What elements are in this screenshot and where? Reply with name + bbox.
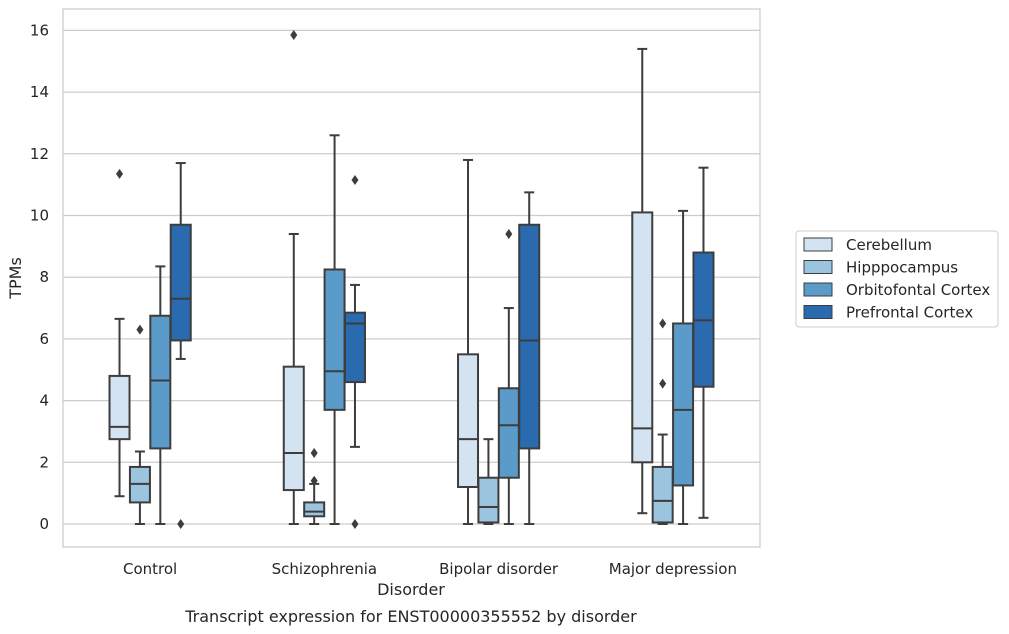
legend-label-2: Orbitofontal Cortex (846, 281, 990, 299)
y-tick-label-10: 10 (30, 207, 49, 225)
legend: Cerebellum Hipppocampus Orbitofontal Corte… (795, 230, 999, 328)
flier-1 (351, 175, 359, 186)
flier-0 (290, 30, 298, 41)
legend-label-3: Prefrontal Cortex (846, 304, 973, 322)
box-body (323, 268, 346, 411)
flier-0 (310, 475, 318, 486)
plot-frame (62, 8, 761, 548)
box-body (651, 465, 674, 524)
flier-0 (351, 519, 359, 529)
flier-0 (136, 324, 144, 335)
y-tick-label-0: 0 (39, 515, 49, 533)
box-1-1 (303, 448, 326, 525)
legend-swatch-3 (803, 305, 833, 319)
box-2-0 (457, 158, 480, 525)
box-group-3 (631, 47, 715, 525)
legend-swatch-1 (803, 260, 833, 274)
box-body (343, 311, 366, 384)
x-tick-label-0: Control (123, 560, 177, 578)
box-groups (108, 30, 715, 529)
y-axis-label: TPMs (6, 257, 25, 300)
y-tick-label-2: 2 (39, 453, 49, 471)
box-body (149, 314, 172, 450)
x-tick-label-3: Major depression (609, 560, 737, 578)
box-body (631, 211, 654, 464)
box-0-3 (169, 162, 192, 529)
flier-0 (659, 378, 667, 389)
box-3-3 (692, 166, 715, 519)
box-body (108, 374, 131, 441)
legend-frame (795, 230, 999, 328)
box-0-2 (149, 265, 172, 525)
box-0-1 (128, 324, 151, 525)
flier-0 (116, 168, 124, 179)
box-body (457, 353, 480, 488)
box-body (303, 501, 326, 518)
flier-1 (310, 448, 318, 459)
legend-swatch-2 (803, 282, 833, 297)
x-tick-label-1: Schizophrenia (272, 560, 377, 578)
box-body (477, 476, 500, 524)
y-tick-label-4: 4 (39, 392, 49, 410)
y-tick-label-6: 6 (39, 330, 49, 348)
legend-label-0: Cerebellum (846, 236, 932, 254)
x-axis-label: Disorder (377, 580, 445, 599)
box-2-3 (518, 191, 541, 525)
flier-0 (177, 519, 185, 529)
box-0-0 (108, 168, 131, 498)
box-3-0 (631, 47, 654, 515)
y-tick-labels: 0 2 4 6 8 10 12 14 16 (30, 21, 49, 533)
box-group-0 (108, 162, 192, 529)
legend-label-1: Hipppocampus (846, 259, 958, 277)
chart-title: Transcript expression for ENST0000035555… (184, 607, 637, 626)
x-tick-labels: Control Schizophrenia Bipolar disorder Majo… (123, 560, 737, 578)
box-group-1 (282, 30, 366, 529)
y-tick-label-8: 8 (39, 268, 49, 286)
box-2-2 (497, 229, 520, 525)
box-3-1 (651, 318, 674, 525)
y-tick-label-12: 12 (30, 145, 49, 163)
box-body (497, 387, 520, 479)
box-2-1 (477, 438, 500, 525)
y-tick-label-14: 14 (30, 83, 49, 101)
box-3-2 (672, 209, 695, 525)
box-1-3 (343, 175, 366, 529)
box-group-2 (457, 158, 541, 525)
box-1-2 (323, 134, 346, 525)
box-body (169, 223, 192, 342)
box-body (518, 223, 541, 450)
legend-swatch-0 (803, 237, 833, 252)
x-tick-label-2: Bipolar disorder (439, 560, 559, 578)
flier-1 (659, 318, 667, 329)
box-1-0 (282, 30, 305, 525)
y-tick-label-16: 16 (30, 21, 49, 39)
flier-0 (505, 229, 513, 240)
box-body (672, 322, 695, 487)
box-body (282, 365, 305, 492)
